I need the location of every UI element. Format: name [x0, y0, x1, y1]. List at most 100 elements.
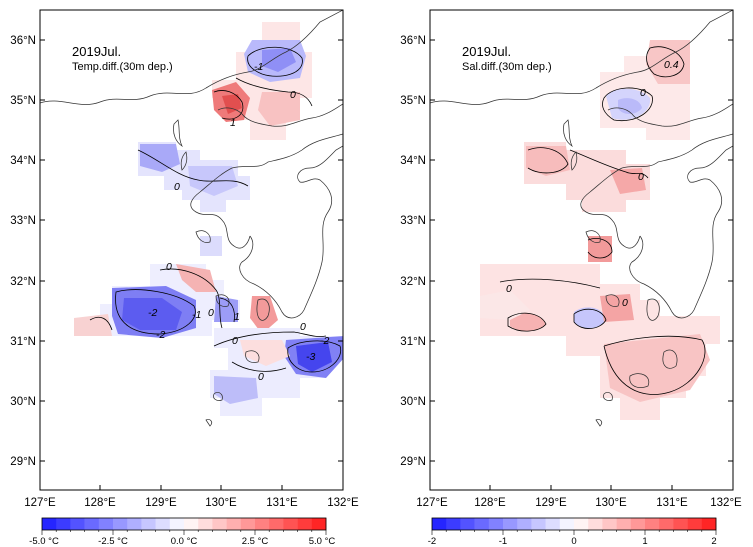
temp-contour-label: 1 [230, 117, 236, 129]
colorbar-cell [446, 518, 461, 530]
colorbar-cell [687, 518, 703, 530]
temp-map-frame [39, 9, 344, 491]
temp-panel-title: 2019Jul. [72, 44, 121, 59]
temp-lon-tick-label: 131°E [266, 497, 298, 509]
sal-lat-tick-label: 34°N [400, 155, 426, 167]
colorbar-cell [673, 518, 688, 530]
sal-lat-tick-label: 32°N [400, 276, 426, 288]
colorbar-cell [517, 518, 532, 530]
temp-contour-label: 0 [166, 261, 172, 273]
sal-lat-axis: 36°N 35°N 34°N 33°N 32°N 31°N 30°N 29°N [400, 35, 733, 468]
sal-contour-label: 0 [506, 283, 512, 295]
sal-lat-tick-label: 31°N [400, 336, 426, 348]
temp-contour-label: -1 [192, 309, 201, 321]
temp-lon-axis: 127°E 128°E 129°E 130°E 131°E 132°E [24, 485, 359, 509]
temp-contour-label: 0 [290, 89, 296, 101]
sal-map-field [480, 40, 720, 420]
temp-contour-label: -1 [254, 61, 263, 73]
colorbar-cell [169, 518, 185, 530]
temp-colorbar: -5.0 °C -2.5 °C 0.0 °C 2.5 °C 5.0 °C [29, 517, 336, 547]
colorbar-cell [659, 518, 674, 530]
temp-lat-tick-label: 32°N [10, 276, 36, 288]
sal-colorbar: -2 -1 0 1 2 [428, 517, 717, 547]
sal-contours [499, 46, 706, 395]
sal-colorbar-label: -1 [499, 536, 507, 547]
temp-contour-label: 0 [208, 307, 214, 319]
temp-contour-label: -2 [148, 307, 157, 319]
temp-lat-tick-label: 36°N [10, 35, 36, 47]
colorbar-cell [602, 518, 617, 530]
colorbar-cell [283, 518, 298, 530]
sal-lat-tick-label: 29°N [400, 456, 426, 468]
temp-colorbar-label: 0.0 °C [171, 536, 198, 547]
temp-lat-axis: 36°N 35°N 34°N 33°N 32°N 31°N 30°N 29°N [10, 35, 343, 468]
sal-lon-tick-label: 129°E [535, 497, 567, 509]
colorbar-cell [488, 518, 504, 530]
temp-lat-tick-label: 29°N [10, 456, 36, 468]
colorbar-cell [56, 518, 71, 530]
colorbar-cell [84, 518, 100, 530]
colorbar-cell [155, 518, 171, 530]
sal-lon-axis: 127°E 128°E 129°E 130°E 131°E 132°E [416, 485, 742, 509]
sal-lon-tick-label: 131°E [656, 497, 688, 509]
temp-lon-tick-label: 127°E [24, 497, 56, 509]
temp-colorbar-label: 5.0 °C [309, 536, 336, 547]
colorbar-cell [297, 518, 313, 530]
colorbar-cell [184, 518, 199, 530]
sal-contour-labels: 0.4 0 0 0 0 [506, 59, 679, 309]
temp-lat-tick-label: 34°N [10, 155, 36, 167]
sal-lat-tick-label: 36°N [400, 35, 426, 47]
colorbar-cell [70, 518, 85, 530]
temp-coastline [40, 10, 343, 427]
temp-lon-tick-label: 130°E [205, 497, 237, 509]
temp-colorbar-cells [42, 518, 327, 530]
sal-lon-tick-label: 130°E [595, 497, 627, 509]
colorbar-cell [460, 518, 475, 530]
colorbar-cell [212, 518, 227, 530]
colorbar-cell [545, 518, 561, 530]
temp-contour-label: 1 [234, 311, 240, 323]
sal-lon-tick-label: 127°E [416, 497, 448, 509]
sal-colorbar-label: 1 [642, 536, 647, 547]
sal-contour-label: 0 [622, 297, 628, 309]
temp-lon-tick-label: 128°E [84, 497, 116, 509]
colorbar-cell [630, 518, 646, 530]
sal-panel-subtitle: Sal.diff.(30m dep.) [462, 61, 552, 73]
colorbar-cell [311, 518, 327, 530]
sal-lon-tick-label: 128°E [474, 497, 506, 509]
temp-contour-label: 0 [232, 335, 238, 347]
sal-contour-label: 0 [640, 87, 646, 99]
colorbar-cell [98, 518, 114, 530]
temp-contour-label: -3 [306, 351, 315, 363]
temp-lat-tick-label: 30°N [10, 396, 36, 408]
temp-lon-tick-label: 129°E [145, 497, 177, 509]
colorbar-cell [113, 518, 128, 530]
sal-lon-tick-label: 132°E [710, 497, 742, 509]
colorbar-cell [226, 518, 242, 530]
sal-colorbar-label: 0 [571, 536, 576, 547]
sal-lat-tick-label: 30°N [400, 396, 426, 408]
sal-coastline [430, 10, 733, 427]
temp-panel-subtitle: Temp.diff.(30m dep.) [72, 61, 173, 73]
temp-contour-label: 0 [174, 181, 180, 193]
colorbar-cell [432, 518, 447, 530]
temp-contours [89, 46, 342, 373]
colorbar-cell [240, 518, 256, 530]
sal-contour-label: 0.4 [664, 59, 679, 71]
temp-colorbar-label: -2.5 °C [98, 536, 128, 547]
sal-colorbar-label: 2 [711, 536, 716, 547]
colorbar-cell [269, 518, 284, 530]
sal-map-frame [429, 9, 734, 491]
sal-colorbar-label: -2 [428, 536, 436, 547]
temp-contour-label: -2 [156, 329, 165, 341]
colorbar-cell [559, 518, 575, 530]
temp-contour-labels: -1 0 1 0 0 -2 -2 -1 0 1 0 0 -2 -3 0 [148, 61, 329, 383]
colorbar-cell [141, 518, 156, 530]
temp-contour-label: 0 [258, 371, 264, 383]
temp-lon-tick-label: 132°E [327, 497, 359, 509]
colorbar-cell [42, 518, 57, 530]
temp-contour-label: 0 [300, 321, 306, 333]
sal-colorbar-cells [432, 518, 717, 530]
sal-contour-label: 0 [638, 171, 644, 183]
